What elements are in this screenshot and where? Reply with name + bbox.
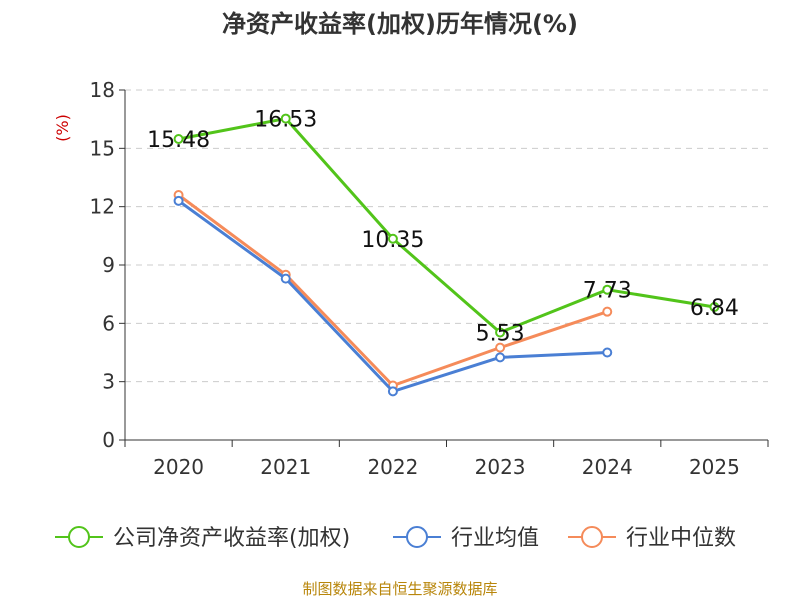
x-tick-label: 2024	[582, 455, 633, 479]
data-label: 10.35	[361, 228, 424, 253]
legend-marker	[68, 526, 90, 548]
grid-lines	[125, 89, 768, 383]
data-point	[602, 347, 613, 358]
data-label: 7.73	[583, 279, 632, 304]
x-tick-label: 2023	[475, 455, 526, 479]
data-point	[173, 134, 184, 144]
x-tick-label: 2020	[153, 455, 204, 479]
data-point	[495, 352, 506, 363]
legend-label: 行业均值	[451, 526, 539, 551]
data-point	[387, 233, 398, 244]
y-tick-label: 0	[102, 428, 115, 452]
legend-marker	[581, 526, 603, 548]
y-tick-label: 12	[90, 195, 115, 219]
data-label: 16.53	[254, 108, 317, 133]
data-point	[709, 302, 720, 312]
source-note: 制图数据来自恒生聚源数据库	[302, 580, 497, 598]
series-line	[178, 117, 715, 334]
data-point	[387, 386, 398, 397]
data-label: 5.53	[476, 321, 525, 346]
legend: 公司净资产收益率(加权) 行业均值 行业中位数	[55, 526, 736, 551]
y-tick-label: 3	[102, 370, 115, 394]
data-point	[280, 113, 291, 124]
series-layer: 15.48 16.53 10.35 5.53 7.73 6.84	[147, 108, 739, 397]
y-tick-label: 18	[90, 78, 115, 102]
data-point	[602, 306, 613, 317]
data-point	[280, 273, 291, 284]
chart-title: 净资产收益率(加权)历年情况(%)	[222, 10, 578, 38]
legend-marker	[406, 526, 428, 548]
data-label: 15.48	[147, 128, 210, 153]
series-line	[177, 193, 608, 388]
x-tick-label: 2025	[689, 455, 740, 479]
y-tick-label: 15	[90, 136, 115, 160]
data-label: 6.84	[690, 296, 739, 321]
data-point	[495, 342, 506, 353]
data-point	[173, 195, 184, 206]
y-tick-label: 9	[102, 253, 115, 277]
x-tick-label: 2021	[260, 455, 311, 479]
axes: 0 3 6 9 12 15 18 2020 2021 2022 2023 2024 2025	[90, 78, 769, 479]
x-tick-label: 2022	[367, 455, 418, 479]
y-axis-label: (%)	[53, 114, 72, 142]
y-tick-label: 6	[102, 311, 115, 335]
data-point	[495, 327, 506, 338]
legend-label: 公司净资产收益率(加权)	[113, 526, 350, 551]
data-point	[602, 284, 613, 295]
legend-label: 行业中位数	[626, 526, 736, 551]
